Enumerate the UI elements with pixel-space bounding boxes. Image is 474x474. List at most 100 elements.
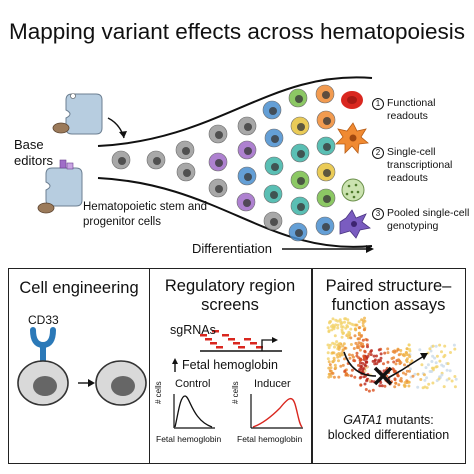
scatter-point	[380, 384, 384, 388]
scatter-point	[365, 360, 369, 364]
scatter-point	[407, 343, 411, 347]
scatter-point	[358, 361, 362, 365]
scatter-point	[394, 362, 398, 366]
sgrna-tile	[200, 334, 207, 337]
scatter-point	[432, 366, 435, 370]
scatter-point	[425, 376, 429, 380]
scatter-point	[377, 358, 381, 362]
scatter-point	[326, 343, 330, 347]
funnel-bottom-edge	[97, 177, 373, 248]
progenitor-cell	[208, 124, 228, 144]
trajectory-arrow	[343, 351, 377, 377]
scatter-point	[394, 381, 398, 385]
sgrnas-label: sgRNAs	[170, 323, 216, 337]
scatter-point	[343, 357, 346, 361]
scatter-point	[350, 368, 354, 372]
scatter-point	[343, 369, 347, 373]
scatter-point	[360, 318, 364, 322]
scatter-point	[365, 338, 369, 342]
scatter-point	[386, 360, 390, 364]
scatter-point	[375, 354, 378, 358]
scatter-point	[333, 334, 337, 338]
scatter-point	[368, 378, 372, 382]
scatter-point	[343, 346, 347, 350]
scatter-point	[363, 369, 367, 373]
scatter-point	[327, 329, 331, 333]
scatter-point	[349, 343, 353, 346]
scatter-point	[327, 346, 331, 350]
scatter-point	[411, 374, 415, 378]
scatter-point	[357, 363, 360, 367]
scatter-point	[337, 375, 341, 379]
scatter-point	[359, 383, 363, 387]
y-axis-label: # cells	[154, 381, 163, 404]
scatter-point	[348, 321, 352, 325]
scatter-point	[408, 347, 412, 351]
progenitor-cell	[264, 128, 284, 148]
base-editors-label: Base editors	[14, 137, 54, 168]
scatter-point	[339, 322, 343, 326]
scatter-point	[357, 341, 361, 345]
scatter-point	[363, 328, 367, 332]
progenitor-cell	[263, 184, 283, 204]
progenitor-cell	[316, 162, 336, 182]
scatter-point	[334, 318, 338, 322]
scatter-point	[440, 373, 444, 377]
scatter-point	[326, 351, 330, 355]
scatter-point	[342, 342, 346, 346]
progenitor-cell	[237, 116, 257, 136]
y-axis-label: # cells	[231, 381, 240, 404]
scatter-point	[363, 382, 367, 386]
scatter-point	[364, 364, 368, 368]
panel-title: Cell engineering	[19, 279, 139, 297]
scatter-point	[329, 366, 333, 370]
progenitor-cell	[290, 170, 310, 190]
scatter-point	[353, 375, 357, 379]
scatter-point	[365, 378, 369, 382]
scatter-point	[363, 350, 367, 354]
scatter-point	[361, 338, 365, 342]
scatter-point	[332, 356, 336, 360]
cd33-receptor-icon	[30, 327, 56, 361]
block-icon	[373, 366, 393, 386]
scatter-point	[348, 353, 351, 357]
scatter-point	[358, 348, 362, 352]
page-title: Mapping variant effects across hematopoi…	[8, 19, 466, 44]
gene-name: GATA1	[343, 413, 383, 427]
scatter-point	[326, 326, 330, 330]
scatter-point	[383, 351, 387, 355]
scatter-point	[434, 361, 438, 365]
granulocyte-cell-icon	[341, 178, 365, 202]
caption-text: blocked differentiation	[327, 428, 450, 442]
scatter-point	[422, 373, 426, 377]
scatter-point	[349, 374, 353, 378]
engineered-cell-icon	[17, 360, 69, 406]
scatter-point	[393, 369, 397, 373]
scatter-point	[346, 373, 350, 377]
scatter-point	[386, 347, 390, 351]
readout-text: Single-cell transcriptional readouts	[387, 146, 453, 184]
scatter-point	[391, 350, 395, 354]
scatter-point	[331, 317, 335, 321]
sgrna-tile	[238, 346, 245, 349]
red-blood-cell-icon	[341, 91, 363, 109]
scatter-point	[427, 382, 431, 386]
scatter-point	[327, 372, 331, 376]
scatter-point	[397, 358, 400, 362]
scatter-point	[453, 347, 457, 351]
scatter-point	[440, 350, 443, 354]
scatter-point	[403, 363, 406, 367]
scatter-point	[361, 345, 365, 349]
progenitor-cell	[208, 178, 228, 198]
hspc-label: Hematopoietic stem and progenitor cells	[83, 201, 208, 228]
scatter-point	[428, 347, 432, 351]
scatter-point	[416, 385, 420, 389]
progenitor-cell	[316, 136, 336, 156]
progenitor-cell	[176, 162, 196, 182]
sgrna-tile	[212, 330, 219, 333]
scatter-point	[430, 360, 434, 363]
readout-item: 2 Single-cell transcriptional readouts	[370, 146, 470, 185]
scatter-point	[435, 354, 439, 358]
scatter-point	[421, 386, 425, 390]
